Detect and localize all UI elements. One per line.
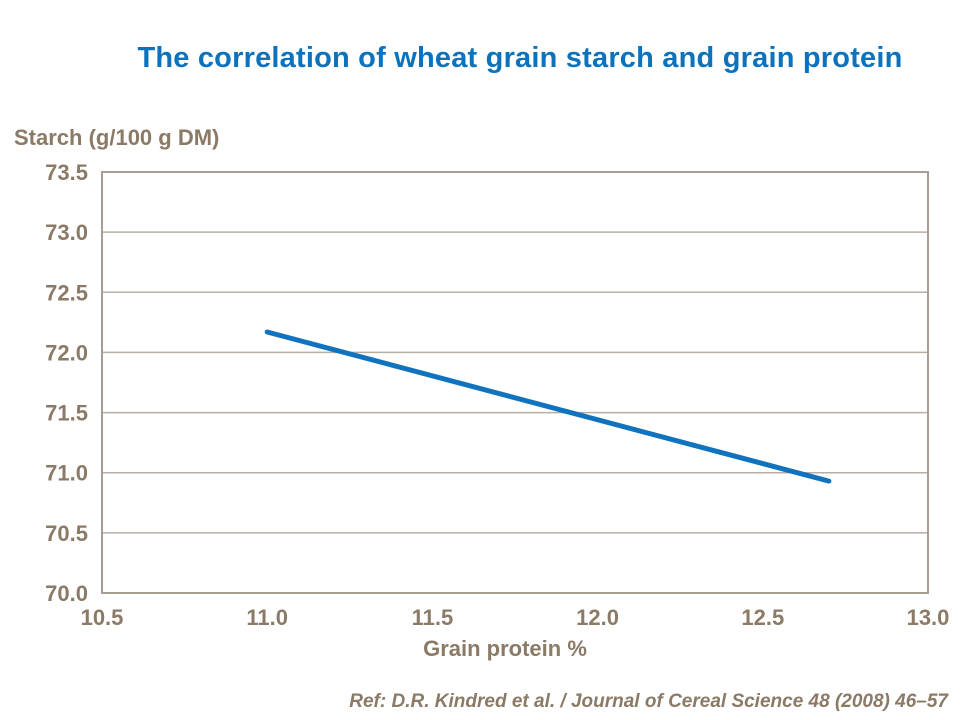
y-tick-label: 72.0 (45, 340, 88, 365)
y-tick-label: 73.5 (45, 160, 88, 185)
chart-title: The correlation of wheat grain starch an… (137, 42, 903, 74)
y-tick-label: 73.0 (45, 220, 88, 245)
x-tick-label: 12.0 (576, 605, 619, 630)
reference-citation: Ref: D.R. Kindred et al. / Journal of Ce… (349, 691, 948, 712)
plot-border (101, 171, 929, 594)
x-tick-label: 13.0 (907, 605, 950, 630)
y-tick-label: 72.5 (45, 280, 88, 305)
x-tick-label: 11.0 (246, 605, 288, 630)
x-tick-label: 11.5 (412, 605, 454, 630)
y-axis-title: Starch (g/100 g DM) (14, 125, 220, 150)
data-line (264, 329, 832, 484)
y-tick-label: 71.0 (45, 461, 88, 486)
y-tick-label: 70.5 (45, 521, 88, 546)
y-tick-label: 70.0 (45, 581, 88, 606)
x-tick-label: 10.5 (81, 605, 124, 630)
x-axis-label: Grain protein % (423, 636, 587, 661)
y-tick-label: 71.5 (45, 401, 88, 426)
x-tick-label: 12.5 (741, 605, 784, 630)
